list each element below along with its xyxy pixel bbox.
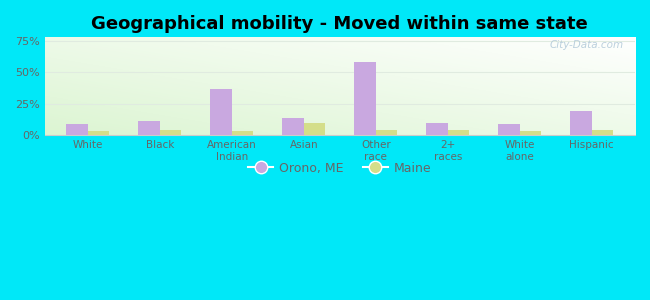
- Bar: [304, 123, 326, 135]
- Bar: [138, 121, 160, 135]
- Text: City-Data.com: City-Data.com: [549, 40, 623, 50]
- Bar: [88, 131, 109, 135]
- Title: Geographical mobility - Moved within same state: Geographical mobility - Moved within sam…: [92, 15, 588, 33]
- Bar: [232, 131, 254, 135]
- Legend: Orono, ME, Maine: Orono, ME, Maine: [243, 157, 437, 180]
- Bar: [210, 89, 232, 135]
- Bar: [66, 124, 88, 135]
- Bar: [160, 130, 181, 135]
- Bar: [498, 124, 520, 135]
- Bar: [426, 123, 448, 135]
- Bar: [592, 130, 614, 135]
- Bar: [376, 130, 397, 135]
- Bar: [570, 111, 592, 135]
- Bar: [282, 118, 304, 135]
- Bar: [354, 62, 376, 135]
- Bar: [520, 131, 541, 135]
- Bar: [448, 130, 469, 135]
